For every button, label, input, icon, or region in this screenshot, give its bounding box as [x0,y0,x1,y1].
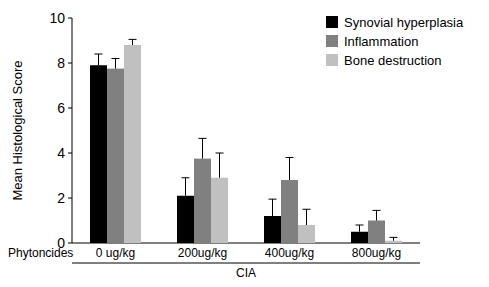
legend-label: Bone destruction [344,53,442,68]
y-axis [72,18,73,243]
annotation: CIA [236,266,256,280]
y-tick [68,108,72,109]
legend-swatch [326,54,338,66]
bar [298,225,315,243]
y-tick [68,153,72,154]
y-tick-label: 10 [49,10,65,26]
error-bar [269,199,277,216]
error-bar [112,59,120,69]
bars [90,39,402,243]
bar [177,196,194,243]
error-bar [303,209,311,225]
legend-label: Synovial hyperplasia [344,15,464,30]
bar [368,221,385,244]
bar [385,241,402,243]
bar [211,178,228,243]
x-tick-label: 400ug/kg [265,246,314,260]
x-axis-label: Phytoncides [8,246,73,260]
y-tick [68,18,72,19]
bar [124,45,141,243]
y-tick-label: 4 [57,145,65,161]
error-bar [216,153,224,178]
x-tick-label: 200ug/kg [178,246,227,260]
y-tick-label: 2 [57,190,65,206]
y-tick-label: 8 [57,55,65,71]
legend-label: Inflammation [344,34,418,49]
x-tick-label: 0 ug/kg [96,246,135,260]
y-axis-label: Mean Histological Score [10,60,25,200]
y-tick [68,198,72,199]
bar [351,232,368,243]
bar [281,180,298,243]
x-tick-label: 800ug/kg [352,246,401,260]
error-bar [286,158,294,181]
bar [194,159,211,243]
error-bar [373,210,381,220]
chart: 0246810Mean Histological Score0 ug/kg200… [0,0,489,287]
legend-swatch [326,35,338,47]
bar [264,216,281,243]
error-bar [390,237,398,240]
error-bar [182,178,190,196]
group-bracket [72,263,420,264]
error-bar [356,225,364,232]
error-bar [129,39,137,45]
error-bar [95,54,103,65]
bar [107,69,124,243]
legend-swatch [326,16,338,28]
y-tick [68,63,72,64]
y-tick [68,243,72,244]
y-tick-label: 6 [57,100,65,116]
error-bar [199,138,207,158]
bar [90,65,107,243]
